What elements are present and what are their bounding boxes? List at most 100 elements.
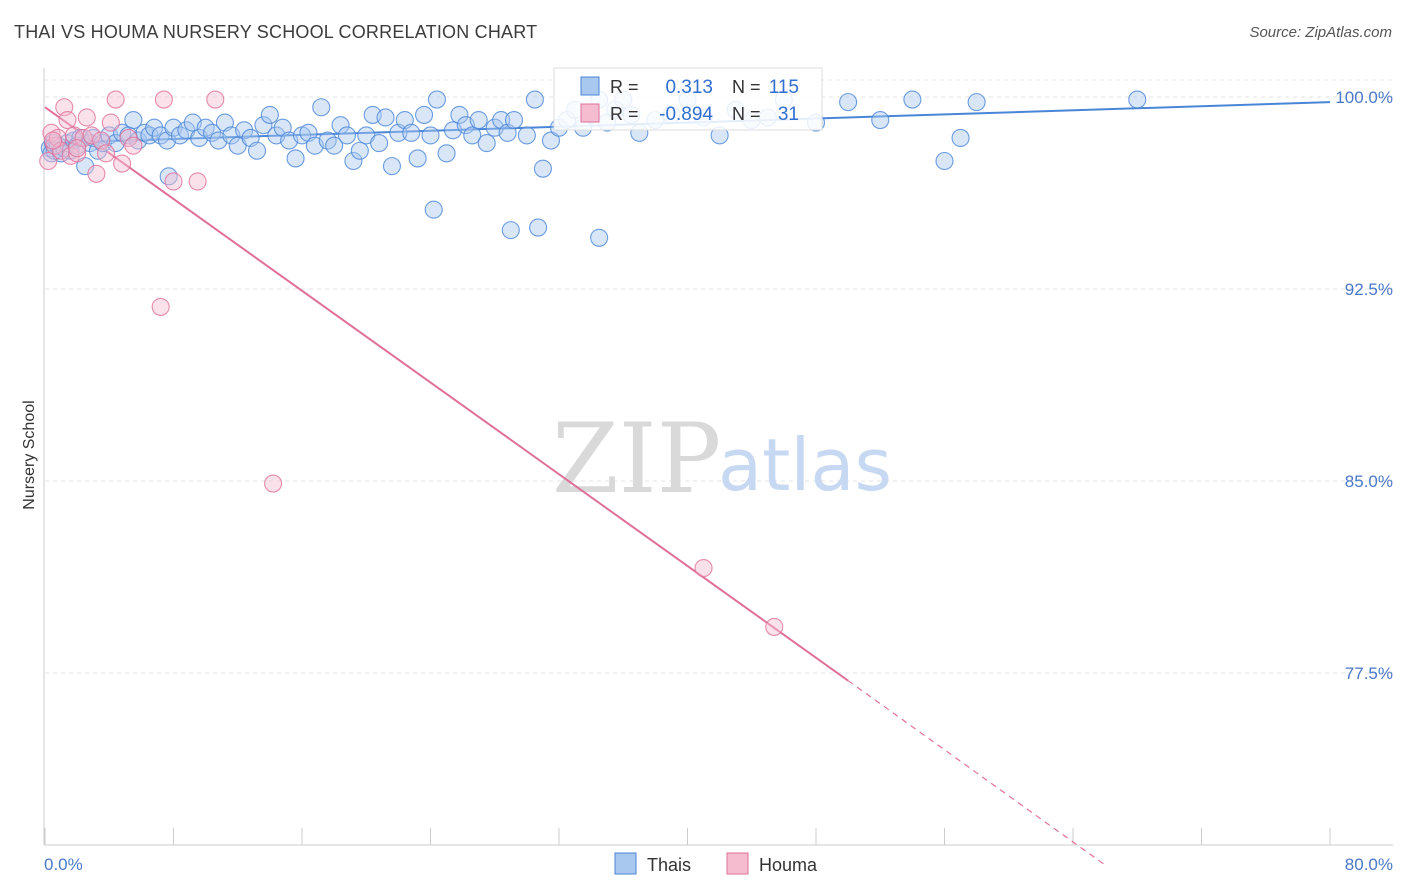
point-houma-0 bbox=[39, 151, 58, 171]
point-thais-60 bbox=[370, 134, 389, 153]
point-houma-24 bbox=[206, 90, 225, 109]
point-thais-67 bbox=[415, 105, 434, 124]
point-thais-21 bbox=[124, 110, 143, 130]
y-tick-labels: 100.0% 92.5% 85.0% 77.5% bbox=[1335, 88, 1393, 683]
point-thais-116 bbox=[590, 228, 609, 247]
point-thais-109 bbox=[935, 151, 954, 171]
point-thais-115 bbox=[529, 218, 548, 237]
point-thais-41 bbox=[247, 141, 267, 160]
point-thais-113 bbox=[424, 200, 443, 219]
point-thais-72 bbox=[450, 105, 469, 124]
stats-swatch-thais bbox=[580, 76, 600, 96]
point-houma-15 bbox=[96, 144, 116, 163]
legend-label-houma: Houma bbox=[759, 855, 818, 875]
point-houma-25 bbox=[151, 297, 170, 316]
stats-r-value-thais: 0.313 bbox=[665, 77, 713, 98]
point-thais-54 bbox=[331, 116, 350, 135]
stats-n-value-thais: 115 bbox=[769, 77, 799, 98]
point-houma-13 bbox=[87, 164, 106, 183]
y-tick-label-0: 100.0% bbox=[1335, 88, 1393, 107]
point-thais-108 bbox=[903, 90, 922, 109]
point-thais-83 bbox=[533, 159, 552, 178]
point-houma-18 bbox=[113, 154, 132, 173]
point-houma-26 bbox=[264, 474, 283, 493]
point-houma-23 bbox=[188, 172, 207, 191]
point-houma-30 bbox=[43, 131, 63, 150]
stats-n-value-houma: 31 bbox=[778, 104, 799, 125]
point-houma-11 bbox=[77, 108, 96, 127]
stats-r-value-houma: -0.894 bbox=[659, 104, 713, 125]
point-houma-12 bbox=[82, 126, 101, 145]
point-thais-117 bbox=[159, 167, 178, 186]
point-thais-112 bbox=[1128, 90, 1147, 109]
point-thais-80 bbox=[504, 110, 524, 130]
point-houma-21 bbox=[154, 90, 173, 109]
point-thais-62 bbox=[382, 157, 402, 176]
point-houma-28 bbox=[765, 617, 784, 636]
point-thais-76 bbox=[477, 134, 496, 153]
legend-swatch-thais bbox=[614, 852, 637, 875]
point-houma-16 bbox=[101, 113, 120, 132]
stats-r-label-thais: R = bbox=[610, 77, 639, 97]
point-thais-39 bbox=[235, 121, 254, 140]
point-thais-65 bbox=[402, 123, 421, 142]
point-thais-68 bbox=[421, 126, 440, 145]
x-tick-label-min: 0.0% bbox=[44, 855, 83, 874]
point-thais-43 bbox=[260, 105, 279, 124]
point-thais-111 bbox=[967, 93, 986, 112]
legend-label-thais: Thais bbox=[647, 855, 691, 875]
series-legend: Thais Houma bbox=[614, 852, 818, 875]
stats-n-label-houma: N = bbox=[732, 104, 761, 124]
point-houma-27 bbox=[694, 558, 713, 578]
chart-title: THAI VS HOUMA NURSERY SCHOOL CORRELATION… bbox=[14, 22, 538, 42]
point-houma-29 bbox=[68, 139, 87, 158]
y-axis-label: Nursery School bbox=[21, 400, 38, 509]
point-houma-20 bbox=[124, 136, 143, 155]
legend-swatch-houma bbox=[726, 852, 749, 875]
y-tick-label-3: 77.5% bbox=[1345, 664, 1393, 683]
point-thais-34 bbox=[203, 123, 222, 142]
chart-source: Source: ZipAtlas.com bbox=[1249, 24, 1392, 41]
point-thais-70 bbox=[437, 144, 456, 163]
point-thais-107 bbox=[871, 110, 890, 130]
point-thais-57 bbox=[350, 141, 369, 160]
point-thais-74 bbox=[463, 126, 482, 145]
point-thais-47 bbox=[286, 149, 305, 168]
point-houma-9 bbox=[68, 144, 87, 163]
gridlines bbox=[44, 79, 1393, 674]
trend-line-dashed-houma bbox=[847, 680, 1106, 866]
point-thais-114 bbox=[501, 221, 520, 240]
point-thais-51 bbox=[312, 98, 331, 117]
point-thais-75 bbox=[469, 110, 488, 130]
stats-n-label-thais: N = bbox=[732, 77, 761, 97]
axes bbox=[43, 68, 1393, 846]
point-thais-55 bbox=[337, 126, 357, 145]
point-houma-22 bbox=[164, 172, 183, 191]
point-houma-17 bbox=[106, 90, 125, 109]
stats-swatch-houma bbox=[580, 103, 600, 123]
point-thais-69 bbox=[427, 90, 446, 109]
point-thais-53 bbox=[325, 136, 344, 155]
points bbox=[39, 90, 1147, 636]
point-houma-6 bbox=[58, 110, 77, 130]
point-thais-25 bbox=[145, 118, 164, 137]
point-thais-82 bbox=[525, 90, 544, 109]
stats-legend: R = 0.313 N = 115 R = -0.894 N = 31 bbox=[553, 67, 823, 131]
point-thais-106 bbox=[839, 93, 858, 112]
point-thais-61 bbox=[376, 108, 395, 127]
trend-line-houma bbox=[44, 106, 849, 682]
point-thais-66 bbox=[408, 149, 427, 168]
y-tick-label-2: 85.0% bbox=[1345, 472, 1393, 491]
stats-r-label-houma: R = bbox=[610, 104, 639, 124]
point-thais-56 bbox=[344, 151, 363, 171]
point-thais-110 bbox=[951, 128, 970, 148]
point-thais-84 bbox=[541, 131, 561, 150]
point-thais-42 bbox=[254, 116, 273, 135]
point-thais-81 bbox=[517, 126, 536, 145]
watermark-atlas: atlas bbox=[718, 423, 892, 507]
x-tick-label-max: 80.0% bbox=[1345, 855, 1393, 874]
watermark: ZIP atlas bbox=[552, 403, 892, 515]
y-tick-label-1: 92.5% bbox=[1345, 280, 1393, 299]
watermark-zip: ZIP bbox=[552, 403, 721, 515]
